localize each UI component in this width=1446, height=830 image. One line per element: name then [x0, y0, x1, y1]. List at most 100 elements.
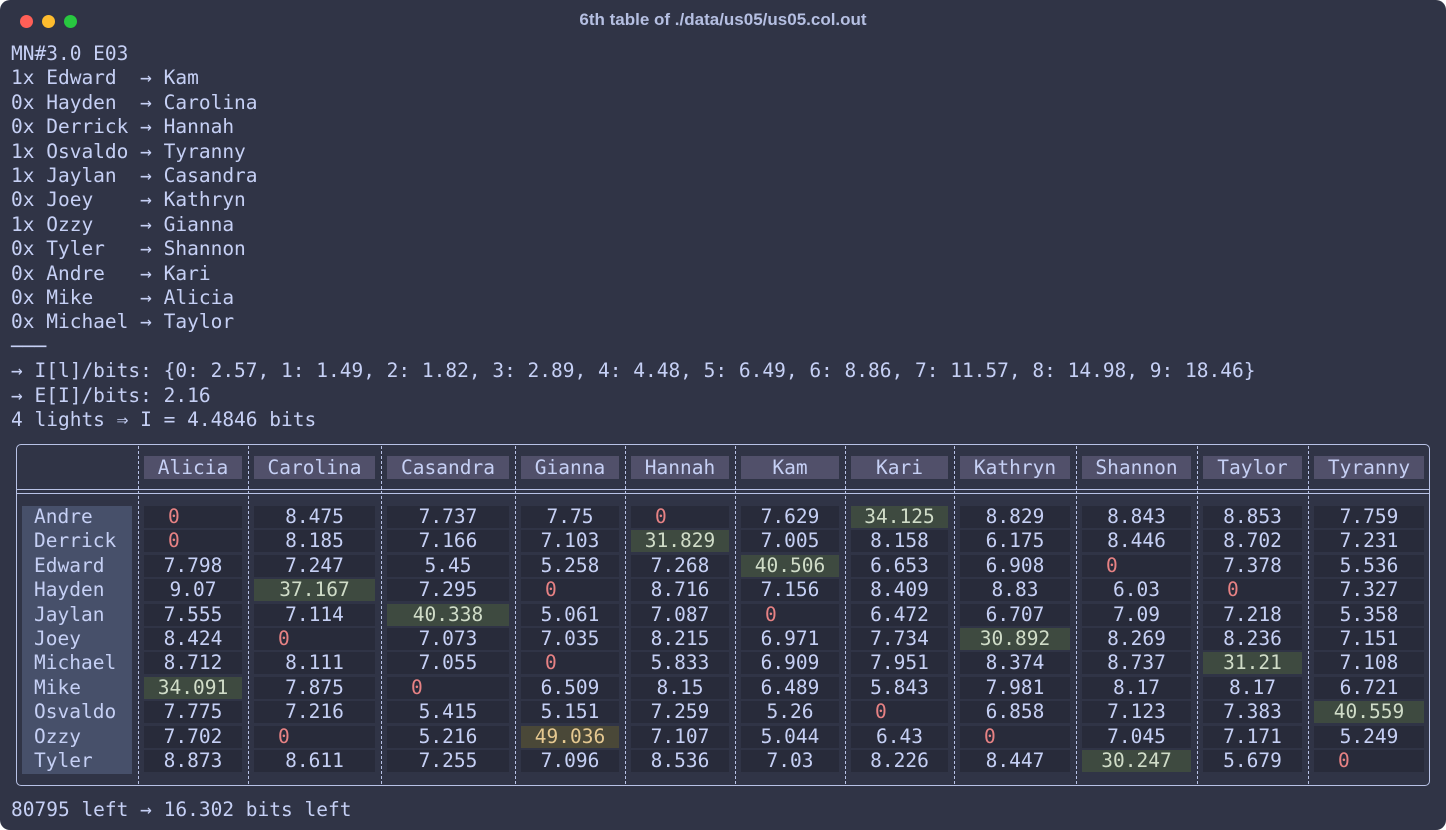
- table-cell: 0: [387, 676, 509, 699]
- column-separator: [625, 446, 626, 784]
- table-cell: 7.981: [960, 676, 1070, 699]
- table-cell: 40.338: [387, 603, 509, 626]
- column-separator: [248, 446, 249, 784]
- output-line: 1x Edward → Kam: [11, 66, 199, 90]
- table-cell: 9.07: [144, 579, 242, 602]
- zoom-button[interactable]: [64, 15, 77, 28]
- column-header: Shannon: [1082, 456, 1191, 479]
- table-cell: 7.255: [387, 750, 509, 772]
- table-cell: 7.295: [387, 579, 509, 602]
- table-cell: 7.378: [1203, 554, 1302, 577]
- table-cell: 7.75: [521, 506, 619, 528]
- output-line: 0x Michael → Taylor: [11, 310, 235, 334]
- footer-line: 80795 left → 16.302 bits left: [11, 798, 352, 821]
- table-cell: 7.231: [1314, 530, 1424, 553]
- table-cell: 7.114: [254, 603, 375, 626]
- column-header: Casandra: [387, 456, 509, 479]
- table-cell: 5.843: [851, 676, 948, 699]
- output-line: 0x Tyler → Shannon: [11, 237, 246, 261]
- output-line: 1x Jaylan → Casandra: [11, 164, 258, 187]
- table-cell: 6.909: [741, 652, 839, 675]
- output-line: → E[I]/bits: 2.16: [11, 383, 211, 407]
- table-cell: 7.218: [1203, 603, 1302, 626]
- table-cell: 7.216: [254, 701, 375, 724]
- table-cell: 8.17: [1203, 676, 1302, 699]
- column-header: Kari: [851, 456, 948, 479]
- table-cell: 7.073: [387, 628, 509, 650]
- minimize-button[interactable]: [42, 15, 55, 28]
- row-header: Edward: [34, 553, 105, 577]
- row-header: Ozzy: [34, 724, 81, 748]
- table-cell: 0: [960, 725, 1070, 748]
- table-cell: 8.226: [851, 750, 948, 772]
- table-cell: 5.415: [387, 701, 509, 724]
- table-cell: 8.17: [1082, 676, 1191, 699]
- table-cell: 7.775: [144, 701, 242, 724]
- row-header: Tyler: [34, 749, 93, 772]
- column-separator: [1308, 446, 1309, 784]
- table-cell: 6.653: [851, 554, 948, 577]
- table-cell: 7.055: [387, 652, 509, 675]
- table-cell: 7.03: [741, 750, 839, 772]
- table-cell: 6.175: [960, 530, 1070, 553]
- column-header: Hannah: [631, 456, 729, 479]
- row-header: Mike: [34, 675, 81, 699]
- table-cell: 8.716: [631, 579, 729, 602]
- column-header: Gianna: [521, 456, 619, 479]
- table-cell: 8.475: [254, 506, 375, 528]
- table-cell: 31.829: [631, 530, 729, 553]
- table-cell: 6.43: [851, 725, 948, 748]
- table-cell: 0: [521, 579, 619, 602]
- table-cell: 7.087: [631, 603, 729, 626]
- table-cell: 8.843: [1082, 506, 1191, 528]
- table-cell: 5.358: [1314, 603, 1424, 626]
- table-cell: 5.26: [741, 701, 839, 724]
- table-cell: 0: [1082, 554, 1191, 577]
- table-cell: 5.249: [1314, 725, 1424, 748]
- table-cell: 6.707: [960, 603, 1070, 626]
- table-cell: 5.216: [387, 725, 509, 748]
- table-cell: 6.721: [1314, 676, 1424, 699]
- table-cell: 7.096: [521, 750, 619, 772]
- table-cell: 8.185: [254, 530, 375, 553]
- output-line: 1x Osvaldo → Tyranny: [11, 139, 246, 163]
- table-cell: 5.044: [741, 725, 839, 748]
- table-cell: 37.167: [254, 579, 375, 602]
- table-cell: 8.15: [631, 676, 729, 699]
- column-header: Taylor: [1203, 456, 1302, 479]
- table-cell: 0: [1314, 750, 1424, 772]
- table-cell: 8.424: [144, 628, 242, 650]
- table-cell: 8.829: [960, 506, 1070, 528]
- row-header: Jaylan: [34, 602, 105, 626]
- table-cell: 8.447: [960, 750, 1070, 772]
- table-cell: 5.833: [631, 652, 729, 675]
- table-cell: 7.103: [521, 530, 619, 553]
- table-cell: 0: [521, 652, 619, 675]
- table-cell: 0: [1203, 579, 1302, 602]
- table-cell: 8.873: [144, 750, 242, 772]
- table-cell: 7.107: [631, 725, 729, 748]
- table-cell: 7.629: [741, 506, 839, 528]
- table-cell: 8.712: [144, 652, 242, 675]
- table-cell: 0: [144, 506, 242, 528]
- column-header: Kam: [741, 456, 839, 479]
- output-line: 0x Derrick → Hannah: [11, 115, 235, 139]
- table-cell: 6.971: [741, 628, 839, 650]
- close-button[interactable]: [20, 15, 33, 28]
- column-header: Alicia: [144, 456, 242, 479]
- header-rule: [17, 489, 1429, 490]
- column-separator: [515, 446, 516, 784]
- column-separator: [735, 446, 736, 784]
- table-cell: 7.247: [254, 554, 375, 577]
- output-line: → I[l]/bits: {0: 2.57, 1: 1.49, 2: 1.82,…: [11, 359, 1256, 383]
- row-header: Andre: [34, 505, 93, 528]
- column-header: Tyranny: [1314, 456, 1424, 479]
- table-cell: 7.09: [1082, 603, 1191, 626]
- header-rule: [17, 493, 1429, 494]
- table-cell: 7.951: [851, 652, 948, 675]
- table-cell: 6.472: [851, 603, 948, 626]
- table-cell: 30.247: [1082, 750, 1191, 772]
- output-line: 0x Andre → Kari: [11, 261, 211, 285]
- table-cell: 8.236: [1203, 628, 1302, 650]
- table-cell: 7.108: [1314, 652, 1424, 675]
